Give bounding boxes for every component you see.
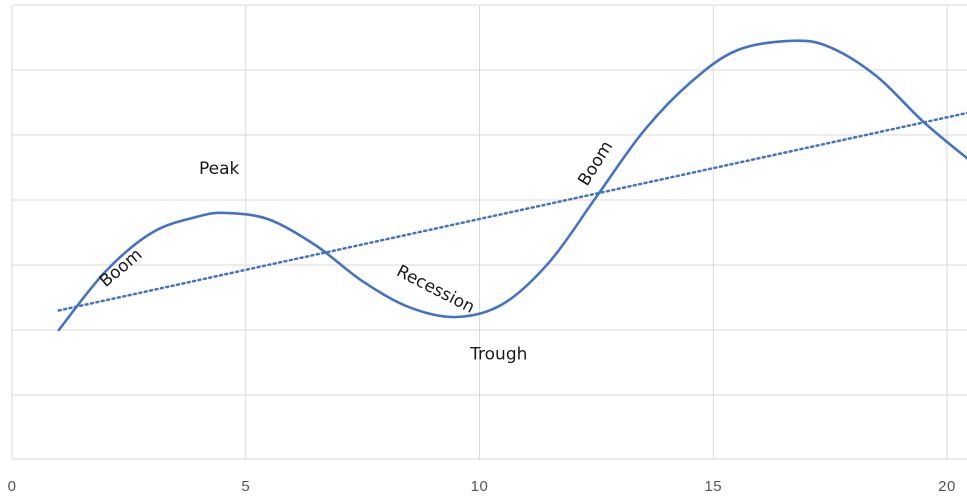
x-tick-label-2: 10 (471, 478, 489, 495)
annotation-boom-0: Boom (96, 245, 146, 292)
annotation-peak-1: Peak (199, 159, 240, 179)
gridlines (11, 4, 967, 460)
annotation-recession-2: Recession (393, 261, 478, 317)
annotation-trough-3: Trough (469, 344, 527, 364)
series-layer (57, 39, 967, 332)
trend-line (57, 111, 967, 312)
annotation-boom-4: Boom (574, 137, 617, 189)
cycle-line (57, 39, 967, 332)
x-tick-label-0: 0 (8, 478, 17, 495)
x-tick-label-4: 20 (938, 478, 956, 495)
x-tick-label-3: 15 (704, 478, 722, 495)
x-axis-ticks: 0 5 10 15 20 (8, 478, 956, 495)
x-tick-label-1: 5 (241, 478, 250, 495)
